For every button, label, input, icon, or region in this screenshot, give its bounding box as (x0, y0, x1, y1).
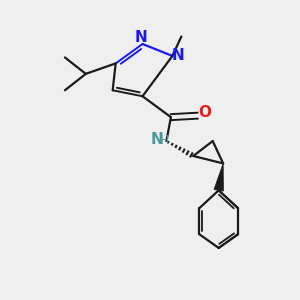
Text: N: N (151, 132, 163, 147)
Text: N: N (135, 30, 147, 45)
Text: O: O (198, 105, 211, 120)
Text: H: H (160, 134, 170, 147)
Text: N: N (172, 48, 185, 63)
Polygon shape (214, 164, 224, 191)
